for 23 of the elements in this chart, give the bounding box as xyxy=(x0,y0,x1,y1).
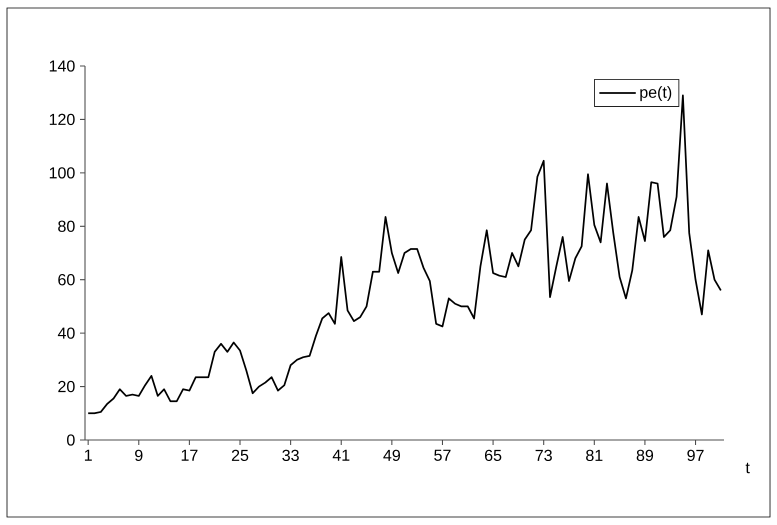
x-tick-label: 25 xyxy=(232,450,248,462)
y-tick-label: 120 xyxy=(50,114,75,126)
y-tick-label: 140 xyxy=(50,60,75,72)
y-tick-label: 60 xyxy=(58,274,75,286)
x-tick-label: 65 xyxy=(485,450,502,462)
x-tick-label: 97 xyxy=(687,450,704,462)
x-tick-label: 17 xyxy=(182,450,198,461)
x-tick-label: 33 xyxy=(282,450,299,462)
x-tick-label: 81 xyxy=(586,450,602,462)
x-axis-title: t xyxy=(746,462,750,474)
y-tick-label: 20 xyxy=(58,380,75,392)
x-tick-label: 41 xyxy=(332,450,350,461)
legend-label: pe(t) xyxy=(640,86,672,102)
y-tick-label: 40 xyxy=(58,327,75,339)
x-tick-label: 1 xyxy=(84,450,92,461)
y-tick-label: 80 xyxy=(58,220,75,232)
y-tick-label: 0 xyxy=(67,434,75,446)
x-tick-label: 49 xyxy=(383,450,400,462)
x-tick-label: 89 xyxy=(636,450,654,462)
x-tick-label: 9 xyxy=(135,450,142,462)
x-tick-label: 57 xyxy=(434,450,451,461)
x-tick-label: 73 xyxy=(536,450,552,462)
y-tick-label: 100 xyxy=(50,167,75,179)
